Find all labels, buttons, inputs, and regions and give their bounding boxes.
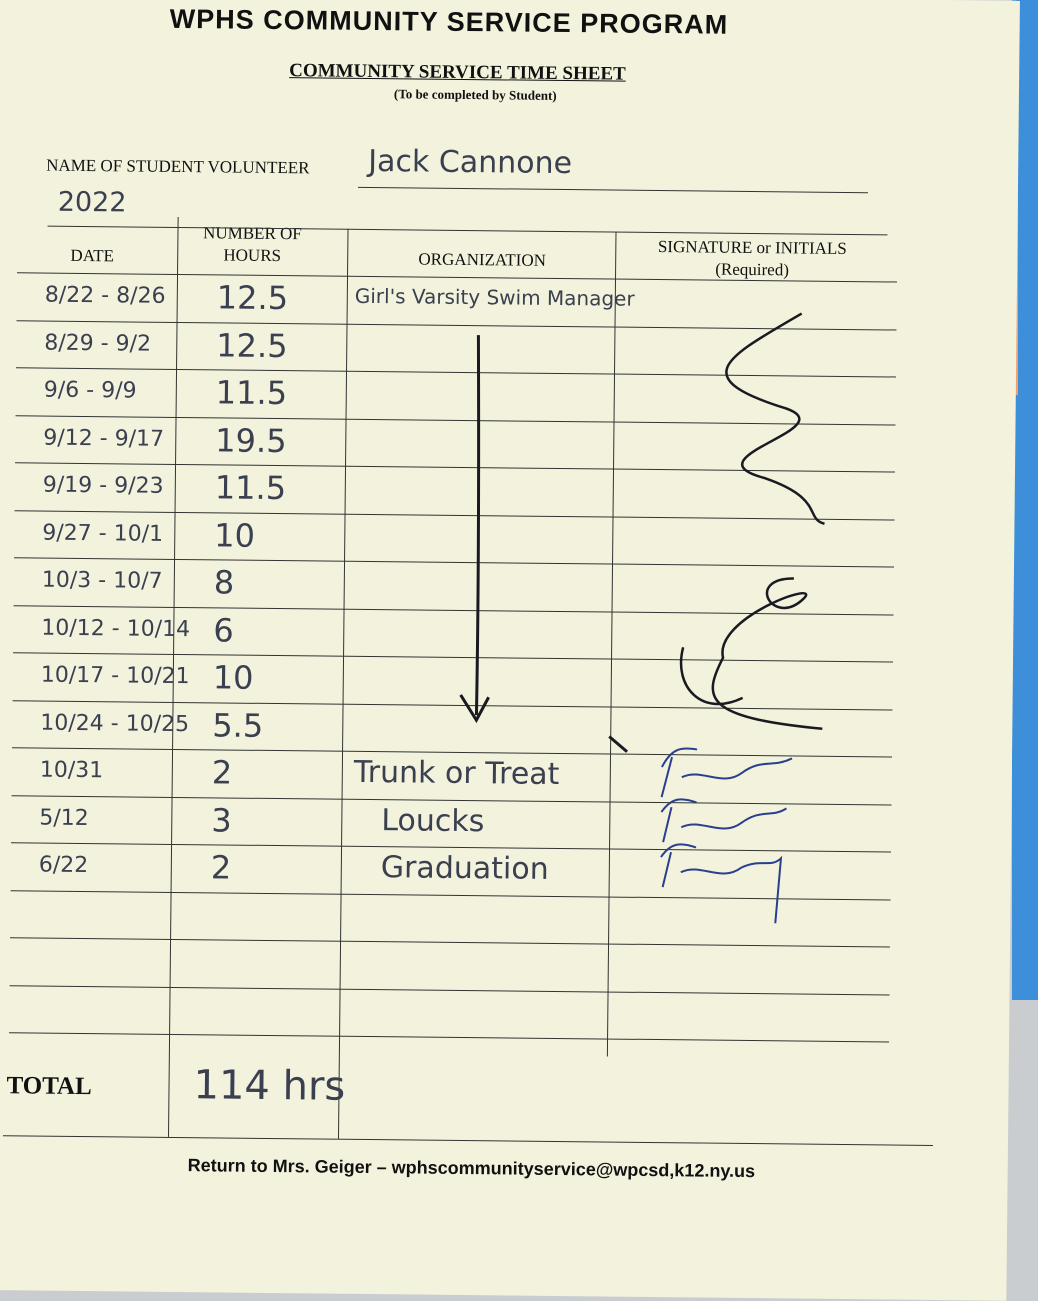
- total-hours: 114 hrs: [193, 1062, 346, 1110]
- initials-faley-3: [660, 843, 783, 924]
- signature-scribble: [679, 312, 825, 731]
- continuation-arrow: [459, 335, 490, 724]
- initials-faley-2: [660, 798, 788, 843]
- check-mark: [608, 735, 629, 753]
- total-label: TOTAL: [6, 1072, 92, 1101]
- initials-faley-1: [660, 747, 793, 798]
